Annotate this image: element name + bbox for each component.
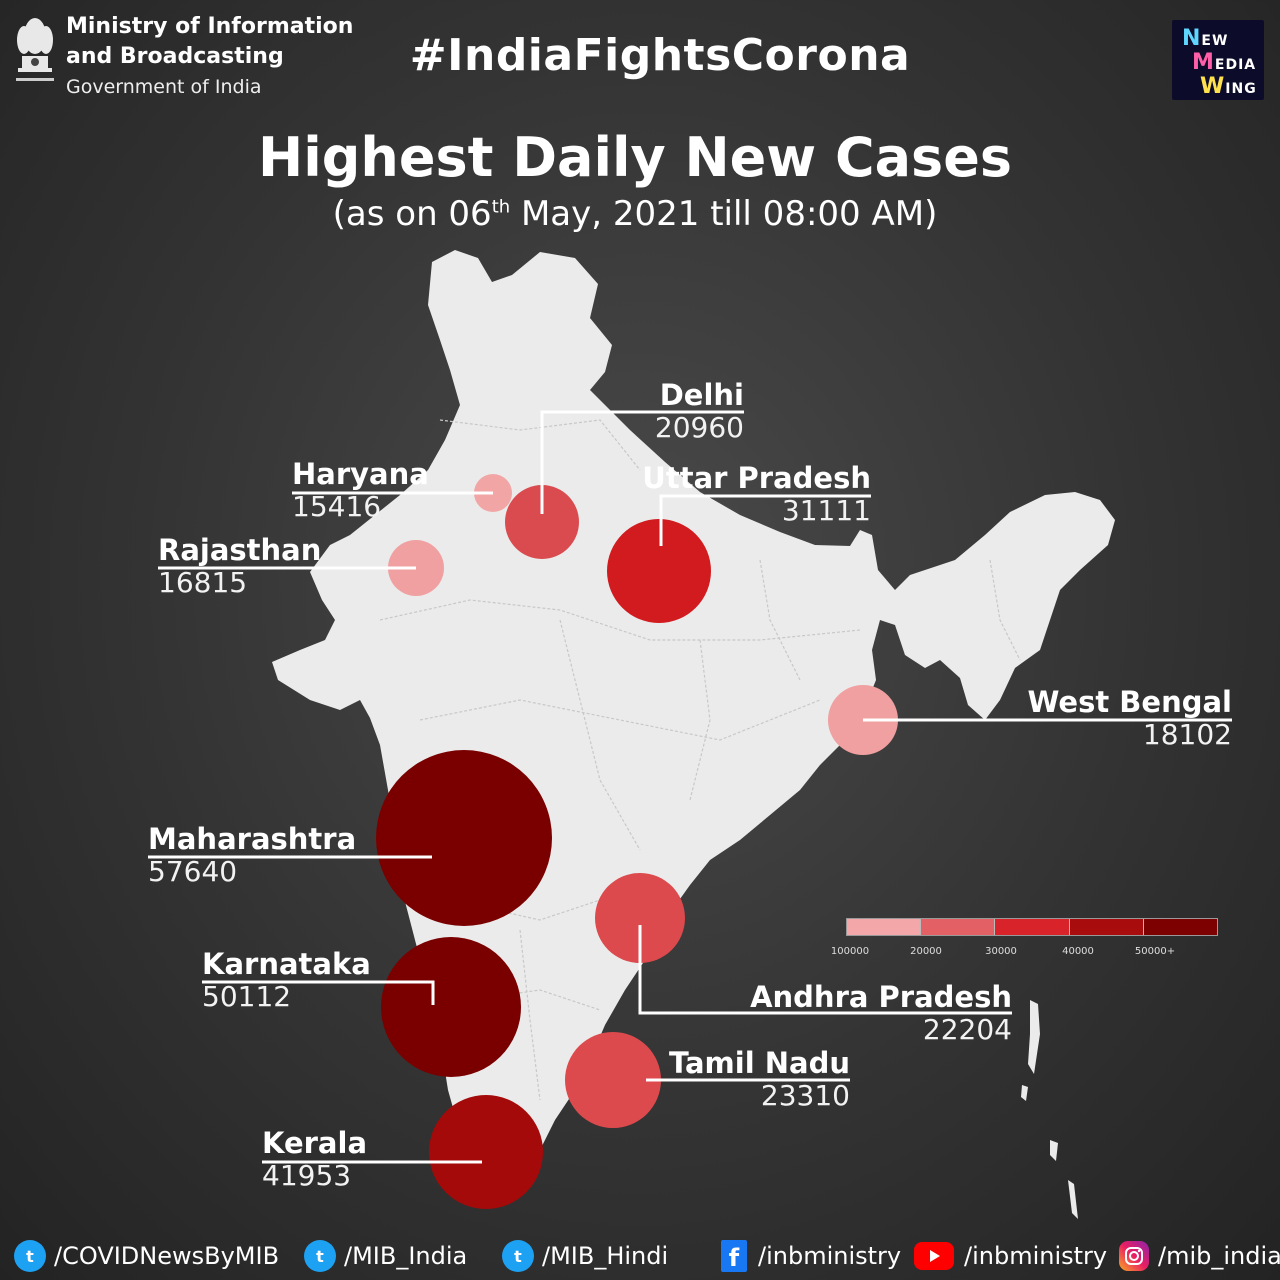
state-value: 15416 — [292, 490, 382, 523]
twitter-icon: t — [304, 1240, 336, 1272]
legend-swatch-5 — [1143, 919, 1218, 935]
state-name: Haryana — [292, 457, 429, 491]
social-handle: /inbministry — [964, 1242, 1108, 1270]
legend-tick: 50000+ — [1134, 946, 1176, 957]
social-twitter-mib-india[interactable]: t /MIB_India — [304, 1236, 467, 1276]
bubble-maharashtra — [376, 750, 552, 926]
label-rajasthan: Rajasthan 16815 — [158, 533, 321, 599]
state-name: Rajasthan — [158, 533, 322, 567]
youtube-icon — [914, 1242, 954, 1270]
social-handle: /COVIDNewsByMIB — [54, 1242, 280, 1270]
label-uttar-pradesh: Uttar Pradesh 31111 — [600, 461, 871, 527]
state-name: Kerala — [262, 1126, 368, 1160]
label-karnataka: Karnataka 50112 — [202, 947, 371, 1013]
page-title: Highest Daily New Cases — [258, 126, 1012, 189]
legend-swatch-1 — [847, 919, 922, 935]
nmw-line3: ING — [1225, 81, 1257, 97]
state-name: Tamil Nadu — [668, 1046, 850, 1080]
bubble-uttar-pradesh — [607, 519, 711, 623]
state-value: 50112 — [202, 980, 292, 1013]
label-haryana: Haryana 15416 — [292, 457, 429, 523]
hashtag: #IndiaFightsCorona — [409, 30, 911, 81]
label-delhi: Delhi 20960 — [590, 378, 744, 444]
legend-tick: 20000 — [910, 946, 942, 957]
state-name: Karnataka — [202, 947, 371, 981]
legend-tick: 30000 — [985, 946, 1017, 957]
page-subtitle: (as on 06th May, 2021 till 08:00 AM) — [0, 194, 1270, 234]
state-value: 18102 — [1142, 718, 1232, 751]
state-value: 20960 — [654, 411, 744, 444]
bubble-andhra-pradesh — [595, 873, 685, 963]
new-media-wing-logo: NEW MEDIA WING — [1172, 20, 1264, 100]
legend-tick: 100000 — [830, 946, 870, 957]
social-instagram[interactable]: /mib_india — [1118, 1236, 1280, 1276]
social-facebook[interactable]: f /inbministry — [718, 1236, 901, 1276]
instagram-icon — [1119, 1241, 1149, 1271]
twitter-icon: t — [14, 1240, 46, 1272]
state-value: 41953 — [262, 1159, 352, 1192]
label-tamil-nadu: Tamil Nadu 23310 — [650, 1046, 850, 1112]
social-twitter-mib-hindi[interactable]: t /MIB_Hindi — [502, 1236, 668, 1276]
bubble-tamil-nadu — [565, 1032, 661, 1128]
state-name: Uttar Pradesh — [642, 461, 871, 495]
subtitle-post: May, 2021 till 08:00 AM) — [510, 194, 938, 234]
subtitle-pre: (as on 06 — [332, 194, 492, 234]
state-value: 16815 — [158, 566, 248, 599]
leader-lines — [148, 410, 1232, 1164]
label-maharashtra: Maharashtra 57640 — [148, 822, 356, 888]
legend-swatch-2 — [921, 919, 996, 935]
social-handle: /MIB_Hindi — [542, 1242, 669, 1270]
label-kerala: Kerala 41953 — [262, 1126, 367, 1192]
social-youtube[interactable]: /inbministry — [912, 1236, 1107, 1276]
social-handle: /inbministry — [758, 1242, 902, 1270]
state-name: Maharashtra — [148, 822, 357, 856]
label-west-bengal: West Bengal 18102 — [1000, 685, 1232, 751]
social-handle: /mib_india — [1158, 1242, 1280, 1270]
nmw-line1: EW — [1201, 33, 1229, 49]
subtitle-sup: th — [491, 196, 511, 218]
legend-swatch-4 — [1069, 919, 1144, 935]
bubble-kerala — [429, 1095, 543, 1209]
social-twitter-covidnews[interactable]: t /COVIDNewsByMIB — [14, 1236, 279, 1276]
ministry-line2: and Broadcasting — [66, 44, 284, 69]
ministry-line1: Ministry of Information — [66, 14, 354, 39]
state-name: Delhi — [659, 378, 744, 412]
state-value: 22204 — [922, 1013, 1012, 1046]
state-value: 23310 — [760, 1079, 850, 1112]
legend-color-bar — [846, 918, 1218, 936]
state-value: 57640 — [148, 855, 238, 888]
color-legend: 100000 20000 30000 40000 50000+ — [831, 918, 1218, 960]
state-name: Andhra Pradesh — [750, 980, 1012, 1014]
ministry-name: Ministry of Information and Broadcasting… — [66, 12, 353, 102]
nmw-line2: EDIA — [1214, 57, 1257, 73]
legend-tick: 40000 — [1062, 946, 1094, 957]
government-of-india: Government of India — [66, 76, 262, 98]
bubble-delhi — [505, 485, 579, 559]
legend-swatch-3 — [995, 919, 1070, 935]
label-andhra-pradesh: Andhra Pradesh 22204 — [740, 980, 1012, 1046]
state-name: West Bengal — [1027, 685, 1232, 719]
social-handle: /MIB_India — [344, 1242, 468, 1270]
bubble-karnataka — [381, 937, 521, 1077]
twitter-icon: t — [502, 1240, 534, 1272]
ashoka-emblem-icon — [16, 18, 54, 81]
legend-ticks: 100000 20000 30000 40000 50000+ — [831, 946, 1218, 960]
state-value: 31111 — [781, 494, 871, 527]
andaman-islands — [1021, 1000, 1078, 1219]
facebook-icon: f — [721, 1240, 747, 1272]
